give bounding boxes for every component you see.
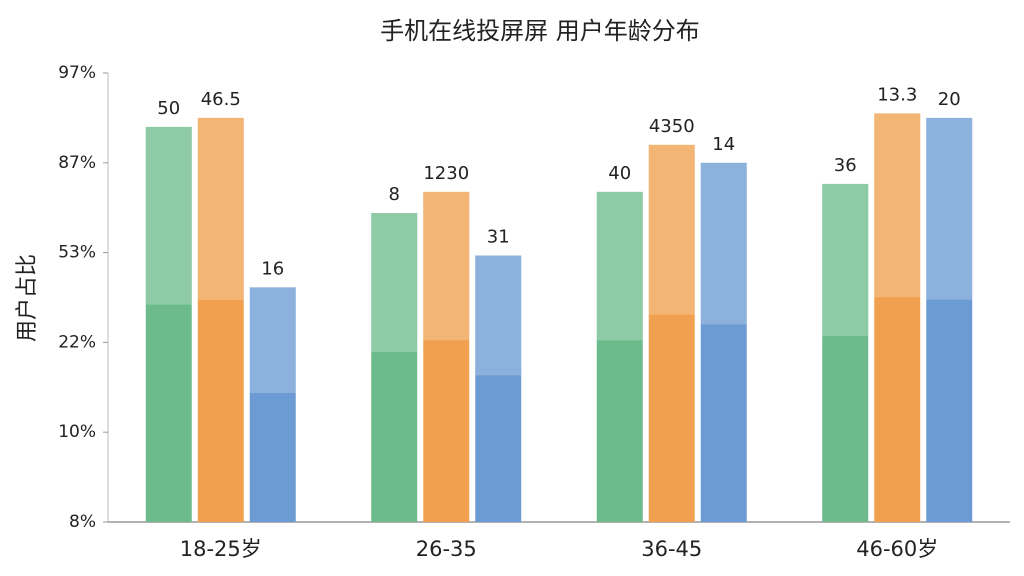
bar	[596, 191, 643, 522]
bar-annotation: 31	[487, 226, 510, 247]
bar-highlight	[596, 191, 643, 341]
bar-highlight	[145, 126, 192, 305]
bar-annotation: 46.5	[201, 89, 241, 110]
bar-annotation: 50	[157, 98, 180, 119]
bar-highlight	[197, 117, 244, 300]
bar-annotation: 20	[938, 89, 961, 110]
bar-highlight	[249, 287, 296, 393]
x-tick-label: 26-35	[416, 537, 477, 561]
x-tick-label: 46-60岁	[856, 537, 938, 561]
x-tick-label: 18-25岁	[180, 537, 262, 561]
y-tick-label: 10%	[58, 422, 96, 442]
bar-highlight	[648, 144, 695, 315]
bar	[700, 162, 747, 523]
bar	[145, 126, 192, 522]
bar	[197, 117, 244, 523]
bar	[371, 212, 418, 522]
bar-annotation: 36	[834, 155, 857, 176]
bar-annotation: 16	[261, 258, 284, 279]
y-tick-label: 87%	[58, 153, 96, 173]
bar-annotation: 1230	[423, 163, 469, 184]
y-tick-label: 22%	[58, 332, 96, 352]
y-tick-label: 97%	[58, 63, 96, 83]
bar-annotation: 8	[389, 184, 400, 205]
bar	[648, 144, 695, 522]
bar-annotation: 4350	[649, 116, 695, 137]
bar-highlight	[874, 113, 921, 298]
x-tick-label: 36-45	[641, 537, 702, 561]
bar	[423, 191, 470, 522]
bar-highlight	[926, 117, 973, 300]
bar-annotation: 13.3	[877, 84, 917, 105]
bar-highlight	[822, 183, 869, 337]
bar-annotation: 40	[608, 163, 631, 184]
bar-annotation: 14	[712, 134, 735, 155]
bar-highlight	[700, 162, 747, 325]
bar-highlight	[423, 191, 470, 341]
bar-highlight	[475, 255, 522, 376]
bar	[874, 113, 921, 522]
bar	[475, 255, 522, 523]
bar	[822, 183, 869, 522]
bar	[249, 287, 296, 522]
y-tick-label: 8%	[69, 512, 96, 532]
y-axis-label: 用户占比	[15, 254, 40, 342]
bar-highlight	[371, 212, 418, 353]
bar	[926, 117, 973, 523]
chart-title: 手机在线投屏屏 用户年龄分布	[380, 17, 700, 45]
y-tick-label: 53%	[58, 243, 96, 263]
